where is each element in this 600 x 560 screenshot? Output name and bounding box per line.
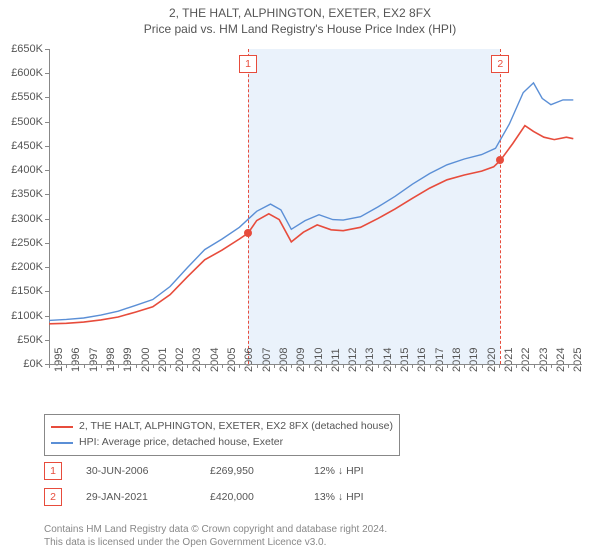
- legend: 2, THE HALT, ALPHINGTON, EXETER, EX2 8FX…: [44, 414, 400, 456]
- legend-label: HPI: Average price, detached house, Exet…: [79, 435, 283, 451]
- y-tick-label: £0K: [23, 358, 43, 370]
- footer-line: This data is licensed under the Open Gov…: [44, 536, 387, 549]
- marker-delta: 12% ↓ HPI: [314, 465, 364, 477]
- y-tick-label: £50K: [17, 334, 43, 346]
- marker-delta: 13% ↓ HPI: [314, 491, 364, 503]
- legend-item: HPI: Average price, detached house, Exet…: [51, 435, 393, 451]
- y-tick-label: £100K: [11, 310, 43, 322]
- y-tick-label: £450K: [11, 140, 43, 152]
- chart-svg: [49, 49, 582, 364]
- footer-line: Contains HM Land Registry data © Crown c…: [44, 523, 387, 536]
- legend-swatch: [51, 442, 73, 444]
- y-tick-label: £150K: [11, 285, 43, 297]
- y-tick-label: £300K: [11, 213, 43, 225]
- y-tick-label: £500K: [11, 116, 43, 128]
- y-tick-label: £550K: [11, 91, 43, 103]
- footer: Contains HM Land Registry data © Crown c…: [44, 523, 387, 549]
- y-tick-label: £350K: [11, 188, 43, 200]
- event-dot: [496, 156, 504, 164]
- legend-label: 2, THE HALT, ALPHINGTON, EXETER, EX2 8FX…: [79, 419, 393, 435]
- marker-price: £269,950: [210, 465, 290, 477]
- marker-row: 1 30-JUN-2006 £269,950 12% ↓ HPI: [44, 462, 364, 480]
- marker-badge: 1: [44, 462, 62, 480]
- chart-subtitle: Price paid vs. HM Land Registry's House …: [0, 22, 600, 38]
- hpi-line: [49, 83, 573, 321]
- marker-date: 30-JUN-2006: [86, 465, 186, 477]
- y-tick-label: £250K: [11, 237, 43, 249]
- event-dot: [244, 229, 252, 237]
- legend-item: 2, THE HALT, ALPHINGTON, EXETER, EX2 8FX…: [51, 419, 393, 435]
- marker-date: 29-JAN-2021: [86, 491, 186, 503]
- y-tick-label: £400K: [11, 164, 43, 176]
- y-tick-label: £200K: [11, 261, 43, 273]
- price-line: [49, 126, 573, 324]
- chart-title: 2, THE HALT, ALPHINGTON, EXETER, EX2 8FX: [0, 0, 600, 22]
- y-tick-label: £600K: [11, 67, 43, 79]
- marker-price: £420,000: [210, 491, 290, 503]
- marker-row: 2 29-JAN-2021 £420,000 13% ↓ HPI: [44, 488, 364, 506]
- legend-swatch: [51, 426, 73, 428]
- y-tick-label: £650K: [11, 43, 43, 55]
- marker-badge: 2: [44, 488, 62, 506]
